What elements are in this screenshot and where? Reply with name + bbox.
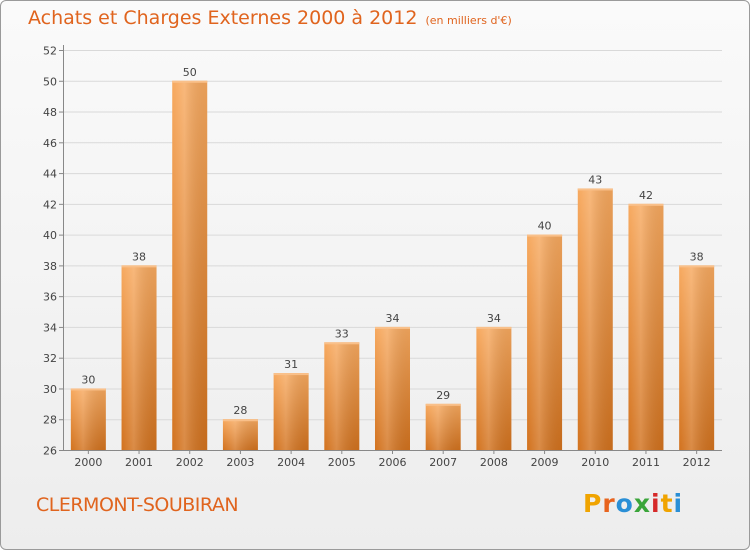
x-tick-label: 2004 — [277, 456, 305, 469]
data-label: 43 — [588, 173, 602, 186]
bar-top — [679, 265, 715, 268]
x-tick-label: 2003 — [226, 456, 254, 469]
y-tick-label: 52 — [43, 45, 57, 58]
bar-top — [577, 188, 613, 191]
y-tick-label: 26 — [43, 445, 57, 458]
data-label: 29 — [436, 389, 450, 402]
bar-top — [222, 419, 258, 422]
x-tick-label: 2007 — [429, 456, 457, 469]
data-label: 30 — [81, 373, 95, 386]
bar-top — [172, 80, 208, 83]
bar-shine — [222, 419, 258, 450]
chart-subtitle: (en milliers d'€) — [425, 14, 512, 27]
y-tick-label: 30 — [43, 383, 57, 396]
chart-title: Achats et Charges Externes 2000 à 2012 (e… — [28, 7, 512, 29]
bar-top — [273, 373, 309, 376]
logo-letter: P — [583, 489, 603, 518]
place-name: CLERMONT-SOUBIRAN — [36, 494, 239, 516]
bar-top — [70, 388, 106, 391]
data-label: 40 — [538, 220, 552, 233]
bar-top — [476, 326, 512, 329]
data-label: 33 — [335, 327, 349, 340]
y-tick-label: 40 — [43, 229, 57, 242]
bar-shine — [375, 326, 410, 450]
x-tick-label: 2001 — [125, 456, 153, 469]
data-label: 38 — [690, 250, 704, 263]
bar-shine — [527, 234, 563, 450]
y-tick-label: 48 — [43, 106, 57, 119]
data-label: 38 — [132, 250, 146, 263]
bar-top — [425, 403, 461, 406]
x-tick-label: 2011 — [632, 456, 660, 469]
data-label: 28 — [233, 404, 247, 417]
bar-shine — [324, 342, 360, 450]
bar-shine — [121, 265, 157, 450]
data-label: 50 — [183, 66, 197, 79]
y-tick-label: 38 — [43, 260, 57, 273]
y-tick-label: 36 — [43, 291, 57, 304]
y-tick-label: 50 — [43, 75, 57, 88]
logo-letter: o — [615, 489, 634, 518]
bar-top — [527, 234, 563, 237]
x-tick-label: 2006 — [379, 456, 407, 469]
bar-shine — [172, 80, 208, 451]
bar-shine — [70, 388, 106, 450]
logo-letter: i — [673, 489, 684, 518]
x-tick-label: 2002 — [176, 456, 204, 469]
logo-letter: t — [660, 489, 674, 518]
y-tick-label: 28 — [43, 414, 57, 427]
logo-letter: x — [633, 489, 651, 518]
bar-top — [628, 203, 664, 206]
logo-letter: r — [602, 489, 616, 518]
bar-shine — [679, 265, 715, 450]
bar-top — [121, 265, 157, 268]
x-tick-label: 2008 — [480, 456, 508, 469]
x-tick-label: 2010 — [581, 456, 609, 469]
bar-shine — [476, 326, 512, 450]
x-tick-label: 2009 — [531, 456, 559, 469]
data-label: 34 — [487, 312, 501, 325]
data-label: 34 — [386, 312, 400, 325]
bar-top — [324, 342, 360, 345]
x-tick-label: 2000 — [74, 456, 102, 469]
x-tick-label: 2012 — [683, 456, 711, 469]
y-tick-label: 46 — [43, 137, 57, 150]
bar-shine — [273, 373, 309, 450]
bar-shine — [425, 403, 461, 450]
data-label: 42 — [639, 189, 653, 202]
logo-letter: i — [651, 489, 661, 518]
bar-shine — [577, 188, 613, 450]
bar-shine — [628, 203, 664, 450]
y-tick-label: 34 — [43, 321, 57, 334]
proxiti-logo: Proxiti — [583, 489, 683, 518]
x-tick-label: 2005 — [328, 456, 356, 469]
y-tick-label: 42 — [43, 198, 57, 211]
bar-top — [375, 326, 410, 329]
y-tick-label: 32 — [43, 352, 57, 365]
data-label: 31 — [284, 358, 298, 371]
y-tick-label: 44 — [43, 168, 57, 181]
